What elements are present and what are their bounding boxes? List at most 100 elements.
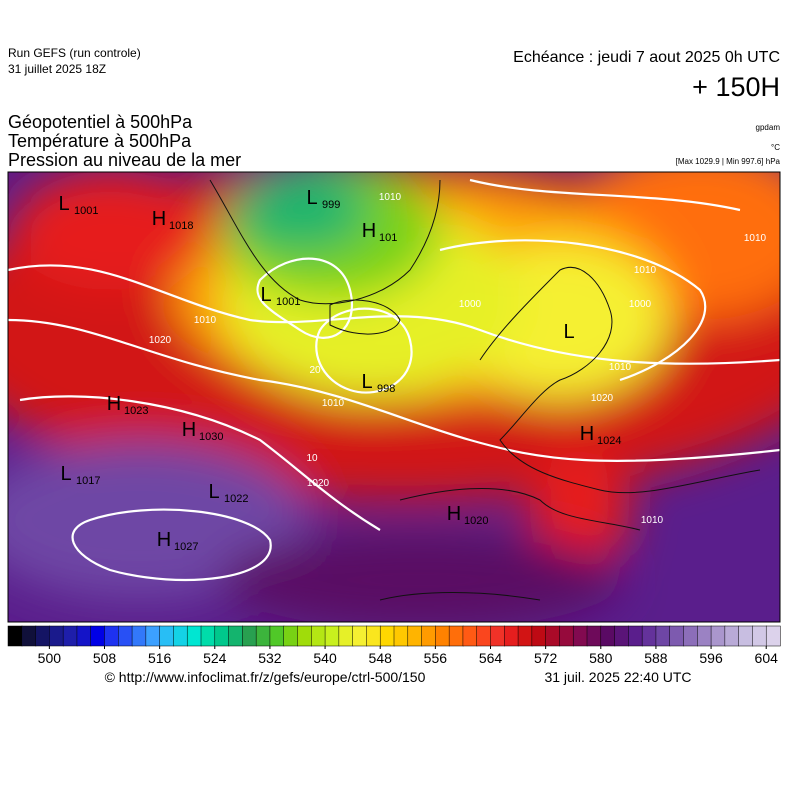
- colorbar-swatch: [145, 625, 161, 647]
- colorbar-swatch: [448, 625, 464, 647]
- colorbar-swatch: [214, 625, 230, 647]
- pressure-center-value: 998: [377, 383, 395, 395]
- colorbar-swatch: [490, 625, 505, 647]
- pressure-center-value: 1020: [464, 515, 488, 527]
- colorbar-tick-label: 556: [424, 650, 448, 666]
- colorbar-swatch: [710, 625, 726, 647]
- unit-label: [Max 1029.9 | Min 997.6] hPa: [676, 157, 781, 166]
- lead-time: + 150H: [692, 72, 780, 102]
- pressure-center-kind: H: [182, 419, 196, 441]
- colorbar-swatch: [49, 625, 64, 647]
- contour-label: 1010: [194, 315, 217, 326]
- colorbar-swatch: [131, 625, 147, 647]
- contour-label: 1000: [629, 299, 652, 310]
- pressure-center-value: 1027: [174, 541, 198, 553]
- map-frame: [7, 171, 781, 623]
- contour-label: 1010: [322, 398, 345, 409]
- colorbar-swatch: [462, 625, 478, 647]
- pressure-center-value: 999: [322, 199, 340, 211]
- field-label: Température à 500hPa: [8, 131, 192, 151]
- pressure-center-kind: H: [580, 423, 594, 445]
- pressure-center-kind: H: [152, 208, 166, 230]
- colorbar-swatch: [297, 625, 312, 647]
- colorbar-tick-label: 548: [369, 650, 393, 666]
- pressure-center-value: 101: [379, 232, 397, 244]
- colorbar-swatch: [517, 625, 533, 647]
- colorbar-tick-label: 596: [699, 650, 723, 666]
- colorbar-swatch: [752, 625, 767, 647]
- colorbar-swatch: [379, 625, 395, 647]
- colorbar-tick-label: 588: [644, 650, 668, 666]
- colorbar-swatch: [435, 625, 450, 647]
- colorbar-swatch: [104, 625, 119, 647]
- colorbar-swatch: [407, 625, 423, 647]
- colorbar-swatch: [118, 625, 133, 647]
- colorbar-tick-label: 532: [258, 650, 282, 666]
- contour-label: 1020: [149, 335, 172, 346]
- pressure-center-kind: L: [563, 321, 574, 343]
- colorbar-tick-label: 540: [313, 650, 337, 666]
- colorbar-tick-label: 604: [755, 650, 779, 666]
- field-label: Pression au niveau de la mer: [8, 150, 241, 170]
- contour-label: 1020: [307, 478, 330, 489]
- pressure-center-value: 1017: [76, 475, 100, 487]
- colorbar-swatch: [90, 625, 106, 647]
- colorbar-swatch: [62, 625, 78, 647]
- colorbar-swatch: [242, 625, 257, 647]
- colorbar-swatch: [545, 625, 561, 647]
- contour-label: 1020: [591, 393, 614, 404]
- colorbar-swatch: [572, 625, 588, 647]
- colorbar-swatch: [311, 625, 326, 647]
- colorbar-swatch: [366, 625, 381, 647]
- field-label: Géopotentiel à 500hPa: [8, 112, 193, 132]
- colorbar-swatch: [228, 625, 244, 647]
- colorbar-tick-label: 572: [534, 650, 558, 666]
- contour-label: 1010: [641, 515, 664, 526]
- pressure-center-value: 1023: [124, 405, 148, 417]
- contour-label: 10: [306, 453, 318, 464]
- colorbar-swatch: [352, 625, 368, 647]
- contour-label: 1000: [459, 299, 482, 310]
- colorbar-swatch: [655, 625, 671, 647]
- colorbar-tick-label: 524: [203, 650, 227, 666]
- colorbar-swatch: [765, 625, 781, 647]
- unit-label: gpdam: [756, 123, 781, 132]
- colorbar-swatch: [7, 625, 23, 647]
- pressure-center-kind: L: [260, 284, 271, 306]
- colorbar-swatch: [35, 625, 51, 647]
- colorbar-swatch: [738, 625, 754, 647]
- valid-time: Echéance : jeudi 7 aout 2025 0h UTC: [513, 49, 780, 66]
- unit-label: °C: [771, 143, 780, 152]
- colorbar-tick-label: 508: [93, 650, 117, 666]
- colorbar-swatch: [559, 625, 574, 647]
- colorbar-swatch: [324, 625, 340, 647]
- colorbar-tick-label: 564: [479, 650, 503, 666]
- source-credit: © http://www.infoclimat.fr/z/gefs/europe…: [105, 669, 426, 685]
- pressure-center-kind: L: [306, 187, 317, 209]
- colorbar-swatch: [76, 625, 92, 647]
- colorbar-swatch: [628, 625, 643, 647]
- colorbar-tick-label: 500: [38, 650, 62, 666]
- contour-label: 20: [309, 365, 321, 376]
- pressure-center-value: 1001: [276, 296, 300, 308]
- colorbar-swatch: [393, 625, 409, 647]
- pressure-center-kind: L: [208, 481, 219, 503]
- colorbar-swatch: [641, 625, 657, 647]
- pressure-center-kind: H: [362, 220, 376, 242]
- pressure-center-value: 1024: [597, 435, 621, 447]
- colorbar-tick-label: 580: [589, 650, 613, 666]
- pressure-center-kind: L: [58, 193, 69, 215]
- contour-label: 1010: [634, 265, 657, 276]
- colorbar-swatch: [283, 625, 299, 647]
- contour-label: 1010: [379, 192, 402, 203]
- colorbar-swatch: [614, 625, 630, 647]
- colorbar-swatch: [669, 625, 685, 647]
- colorbar-swatch: [504, 625, 519, 647]
- pressure-center-kind: L: [60, 463, 71, 485]
- generated-time: 31 juil. 2025 22:40 UTC: [544, 669, 691, 685]
- pressure-center-kind: H: [157, 529, 171, 551]
- colorbar-swatch: [586, 625, 602, 647]
- colorbar-swatch: [255, 625, 271, 647]
